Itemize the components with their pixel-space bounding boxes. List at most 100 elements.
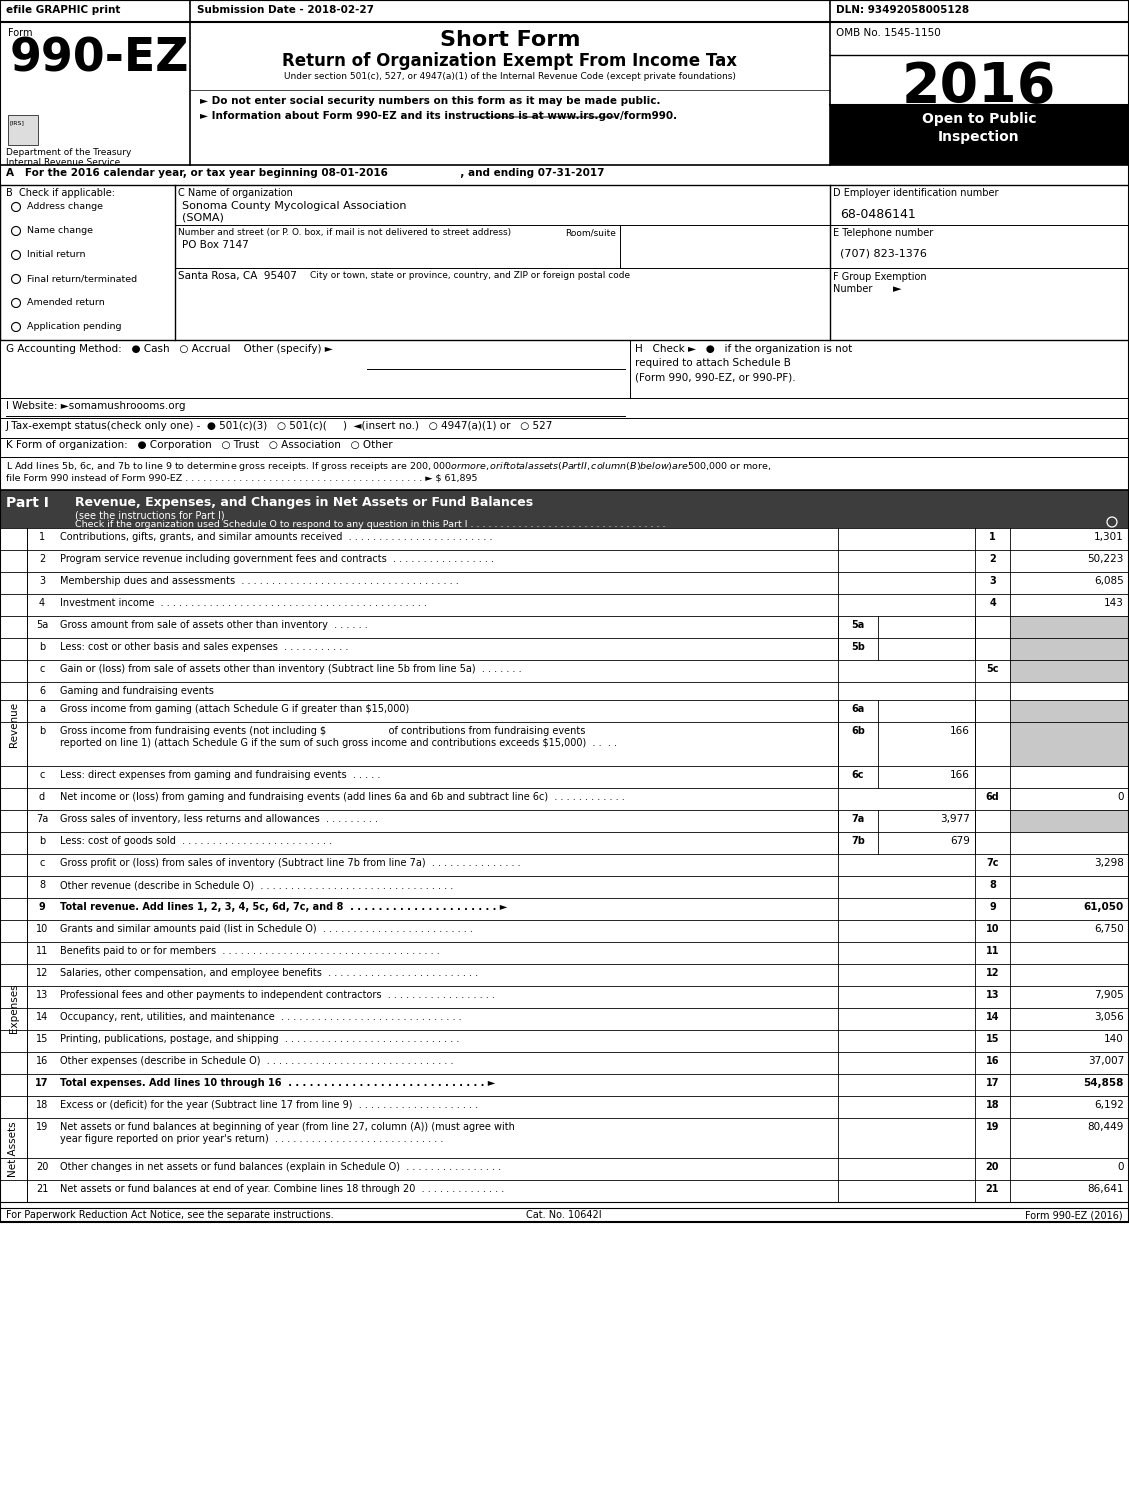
- Text: year figure reported on prior year's return)  . . . . . . . . . . . . . . . . . : year figure reported on prior year's ret…: [60, 1134, 444, 1144]
- Text: 6b: 6b: [851, 726, 865, 737]
- Text: Final return/terminated: Final return/terminated: [27, 273, 137, 282]
- Text: Amended return: Amended return: [27, 297, 105, 306]
- Text: efile GRAPHIC print: efile GRAPHIC print: [6, 4, 121, 15]
- Text: 7,905: 7,905: [1094, 991, 1124, 999]
- Text: (see the instructions for Part I): (see the instructions for Part I): [75, 509, 225, 520]
- Text: 11: 11: [986, 946, 999, 956]
- Bar: [1010, 616, 1129, 638]
- Text: 6: 6: [38, 686, 45, 696]
- Text: 2016: 2016: [902, 60, 1057, 114]
- Text: Open to Public: Open to Public: [921, 112, 1036, 125]
- Text: 6,085: 6,085: [1094, 577, 1124, 586]
- Text: Total revenue. Add lines 1, 2, 3, 4, 5c, 6d, 7c, and 8  . . . . . . . . . . . . : Total revenue. Add lines 1, 2, 3, 4, 5c,…: [60, 902, 507, 911]
- Text: Revenue: Revenue: [9, 702, 18, 747]
- Text: 6,192: 6,192: [1094, 1100, 1124, 1110]
- Text: b: b: [38, 642, 45, 651]
- Text: Form 990-EZ (2016): Form 990-EZ (2016): [1025, 1210, 1123, 1221]
- Text: 0: 0: [1118, 792, 1124, 802]
- Text: 17: 17: [986, 1079, 999, 1088]
- Bar: [1010, 660, 1129, 681]
- Bar: [1010, 810, 1129, 832]
- Text: I Website: ►somamushroooms.org: I Website: ►somamushroooms.org: [6, 400, 185, 411]
- Text: 2: 2: [989, 554, 996, 565]
- Text: 6d: 6d: [986, 792, 999, 802]
- Text: 6a: 6a: [851, 704, 865, 714]
- Text: (Form 990, 990-EZ, or 990-PF).: (Form 990, 990-EZ, or 990-PF).: [634, 372, 796, 382]
- Text: 5c: 5c: [987, 663, 999, 674]
- Text: 8: 8: [989, 880, 996, 890]
- Text: E Telephone number: E Telephone number: [833, 229, 934, 238]
- Text: Less: cost or other basis and sales expenses  . . . . . . . . . . .: Less: cost or other basis and sales expe…: [60, 642, 349, 651]
- Text: 140: 140: [1104, 1034, 1124, 1044]
- Text: b: b: [38, 726, 45, 737]
- Text: Room/suite: Room/suite: [564, 229, 616, 238]
- Text: c: c: [40, 769, 45, 780]
- Text: K Form of organization:   ● Corporation   ○ Trust   ○ Association   ○ Other: K Form of organization: ● Corporation ○ …: [6, 441, 393, 450]
- Text: 8: 8: [38, 880, 45, 890]
- Text: 68-0486141: 68-0486141: [840, 208, 916, 221]
- Text: City or town, state or province, country, and ZIP or foreign postal code: City or town, state or province, country…: [310, 270, 630, 279]
- Text: 50,223: 50,223: [1087, 554, 1124, 565]
- Text: 21: 21: [36, 1185, 49, 1194]
- Bar: [1010, 638, 1129, 660]
- Text: Santa Rosa, CA  95407: Santa Rosa, CA 95407: [178, 270, 297, 281]
- Text: Short Form: Short Form: [440, 30, 580, 49]
- Text: 6c: 6c: [851, 769, 865, 780]
- Text: L Add lines 5b, 6c, and 7b to line 9 to determine gross receipts. If gross recei: L Add lines 5b, 6c, and 7b to line 9 to …: [6, 460, 771, 474]
- Text: 20: 20: [36, 1162, 49, 1171]
- Text: Investment income  . . . . . . . . . . . . . . . . . . . . . . . . . . . . . . .: Investment income . . . . . . . . . . . …: [60, 598, 427, 608]
- Text: Less: cost of goods sold  . . . . . . . . . . . . . . . . . . . . . . . . .: Less: cost of goods sold . . . . . . . .…: [60, 837, 332, 846]
- Text: For Paperwork Reduction Act Notice, see the separate instructions.: For Paperwork Reduction Act Notice, see …: [6, 1210, 334, 1221]
- Text: Professional fees and other payments to independent contractors  . . . . . . . .: Professional fees and other payments to …: [60, 991, 495, 999]
- Text: Gaming and fundraising events: Gaming and fundraising events: [60, 686, 213, 696]
- Text: Number and street (or P. O. box, if mail is not delivered to street address): Number and street (or P. O. box, if mail…: [178, 229, 511, 238]
- Text: H   Check ►   ●   if the organization is not: H Check ► ● if the organization is not: [634, 344, 852, 354]
- Text: 3,298: 3,298: [1094, 858, 1124, 868]
- Bar: [0, 0, 1129, 1222]
- Text: Name change: Name change: [27, 226, 93, 235]
- Text: 15: 15: [986, 1034, 999, 1044]
- Text: Gain or (loss) from sale of assets other than inventory (Subtract line 5b from l: Gain or (loss) from sale of assets other…: [60, 663, 522, 674]
- Bar: [1010, 701, 1129, 722]
- Text: Form: Form: [8, 28, 33, 37]
- Text: (SOMA): (SOMA): [182, 214, 224, 223]
- Text: reported on line 1) (attach Schedule G if the sum of such gross income and contr: reported on line 1) (attach Schedule G i…: [60, 738, 618, 748]
- Text: Other revenue (describe in Schedule O)  . . . . . . . . . . . . . . . . . . . . : Other revenue (describe in Schedule O) .…: [60, 880, 453, 890]
- Text: 3: 3: [989, 577, 996, 586]
- Text: 13: 13: [36, 991, 49, 999]
- Text: Cat. No. 10642I: Cat. No. 10642I: [526, 1210, 602, 1221]
- Text: 3,056: 3,056: [1094, 1011, 1124, 1022]
- Text: d: d: [38, 792, 45, 802]
- Text: Other expenses (describe in Schedule O)  . . . . . . . . . . . . . . . . . . . .: Other expenses (describe in Schedule O) …: [60, 1056, 454, 1067]
- Text: 3: 3: [38, 577, 45, 586]
- Text: 10: 10: [36, 923, 49, 934]
- Text: B  Check if applicable:: B Check if applicable:: [6, 188, 115, 199]
- Text: Membership dues and assessments  . . . . . . . . . . . . . . . . . . . . . . . .: Membership dues and assessments . . . . …: [60, 577, 458, 586]
- Text: 18: 18: [36, 1100, 49, 1110]
- Text: Internal Revenue Service: Internal Revenue Service: [6, 158, 121, 167]
- Text: DLN: 93492058005128: DLN: 93492058005128: [835, 4, 969, 15]
- Text: Submission Date - 2018-02-27: Submission Date - 2018-02-27: [196, 4, 374, 15]
- Text: 9: 9: [38, 902, 45, 911]
- Text: Inspection: Inspection: [938, 130, 1019, 143]
- Text: C Name of organization: C Name of organization: [178, 188, 292, 199]
- Text: Excess or (deficit) for the year (Subtract line 17 from line 9)  . . . . . . . .: Excess or (deficit) for the year (Subtra…: [60, 1100, 478, 1110]
- Text: 5b: 5b: [851, 642, 865, 651]
- Text: A   For the 2016 calendar year, or tax year beginning 08-01-2016                : A For the 2016 calendar year, or tax yea…: [6, 167, 604, 178]
- Text: Revenue, Expenses, and Changes in Net Assets or Fund Balances: Revenue, Expenses, and Changes in Net As…: [75, 496, 533, 509]
- Text: Return of Organization Exempt From Income Tax: Return of Organization Exempt From Incom…: [282, 52, 737, 70]
- Text: b: b: [38, 837, 45, 846]
- Text: G Accounting Method:   ● Cash   ○ Accrual    Other (specify) ►: G Accounting Method: ● Cash ○ Accrual Ot…: [6, 344, 333, 354]
- Text: 37,007: 37,007: [1087, 1056, 1124, 1067]
- Text: ► Do not enter social security numbers on this form as it may be made public.: ► Do not enter social security numbers o…: [200, 96, 660, 106]
- Text: Other changes in net assets or fund balances (explain in Schedule O)  . . . . . : Other changes in net assets or fund bala…: [60, 1162, 501, 1171]
- Text: 143: 143: [1104, 598, 1124, 608]
- Text: J Tax-exempt status(check only one) -  ● 501(c)(3)   ○ 501(c)(     )  ◄(insert n: J Tax-exempt status(check only one) - ● …: [6, 421, 553, 430]
- Text: 10: 10: [986, 923, 999, 934]
- Text: 7c: 7c: [987, 858, 999, 868]
- Text: Part I: Part I: [6, 496, 49, 509]
- Text: 14: 14: [986, 1011, 999, 1022]
- Text: Total expenses. Add lines 10 through 16  . . . . . . . . . . . . . . . . . . . .: Total expenses. Add lines 10 through 16 …: [60, 1079, 496, 1088]
- Text: 12: 12: [986, 968, 999, 979]
- Text: Net assets or fund balances at end of year. Combine lines 18 through 20  . . . .: Net assets or fund balances at end of ye…: [60, 1185, 505, 1194]
